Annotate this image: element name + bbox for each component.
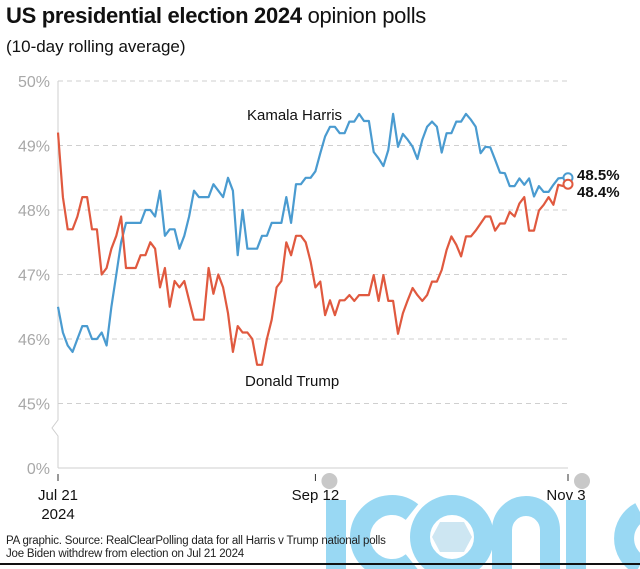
x-tick-sublabel: 2024: [41, 506, 74, 523]
watermark-letter-i: [326, 500, 346, 569]
y-tick-label: 50%: [18, 74, 50, 91]
series-line-harris: [56, 112, 568, 353]
bottom-rule: [0, 563, 640, 565]
chart-title-regular: opinion polls: [307, 3, 427, 28]
chart-subtitle: (10-day rolling average): [6, 37, 186, 56]
y-tick-label: 0%: [27, 461, 50, 478]
y-tick-label: 45%: [18, 397, 50, 414]
axes: 50% 49% 48% 47% 46% 45% 0% Jul 21 2024 Sep 12 Nov …: [18, 74, 590, 523]
x-tick-label: Nov 3: [546, 487, 585, 504]
chart-title-bold: US presidential election 2024: [6, 3, 302, 28]
end-value-label: 48.5%: [577, 167, 620, 184]
series-name-label: Kamala Harris: [247, 107, 342, 124]
timeline-marker-icon: [321, 473, 338, 489]
watermark-logo: [326, 495, 640, 569]
chart-title: US presidential election 2024 opinion po…: [6, 3, 426, 29]
end-value-label: 48.4%: [577, 184, 620, 201]
y-tick-label: 47%: [18, 268, 50, 285]
y-tick-label: 48%: [18, 203, 50, 220]
watermark-letter-n: [492, 496, 560, 569]
y-tick-label: 46%: [18, 332, 50, 349]
note-line: Joe Biden withdrew from election on Jul …: [6, 548, 244, 560]
watermark-letter-i2: [566, 500, 586, 569]
source-line: PA graphic. Source: RealClearPolling dat…: [6, 535, 386, 547]
end-point-marker: [562, 178, 574, 190]
y-tick-label: 49%: [18, 139, 50, 156]
watermark-letter-c2: [614, 503, 640, 569]
watermark-hexagon-icon: [432, 522, 472, 552]
watermark-letter-o: [410, 495, 494, 569]
series-name-label: Donald Trump: [245, 373, 339, 390]
y-axis-break: [51, 81, 59, 468]
x-tick-label: Sep 12: [292, 487, 340, 504]
chart-labels: 48.5% Kamala Harris 48.4% Donald Trump: [245, 107, 620, 390]
source-note: PA graphic. Source: RealClearPolling dat…: [6, 535, 386, 561]
series-lines: [56, 112, 574, 366]
series-line-trump: [56, 132, 569, 366]
x-tick-label: Jul 21: [38, 487, 78, 504]
timeline-marker-icon: [574, 473, 590, 489]
